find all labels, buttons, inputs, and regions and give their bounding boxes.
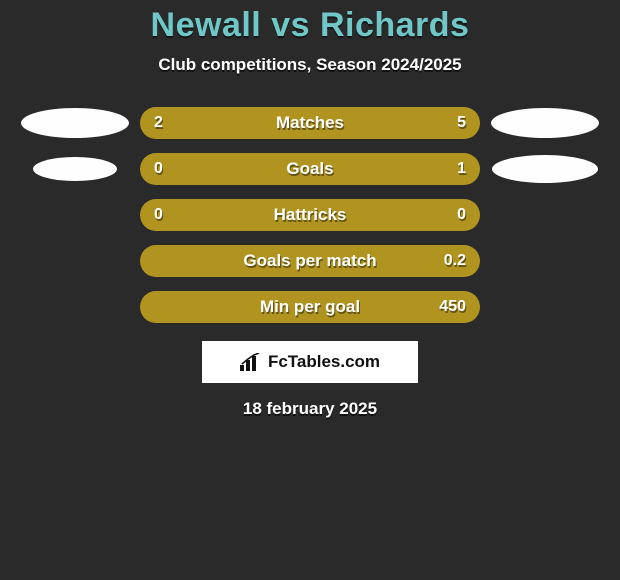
- player-marker-left: [21, 108, 129, 138]
- player-marker-right: [492, 155, 598, 183]
- stat-value-left: 2: [154, 114, 163, 132]
- left-oval-slot: [20, 245, 130, 277]
- stat-value-right: 5: [457, 114, 466, 132]
- logo-box: FcTables.com: [202, 341, 418, 383]
- date-text: 18 february 2025: [0, 399, 620, 419]
- bar-right-fill: [235, 107, 480, 139]
- page-title: Newall vs Richards: [0, 6, 620, 45]
- stat-value-right: 450: [439, 298, 466, 316]
- stat-bar: 2 Matches 5: [140, 107, 480, 139]
- stat-label: Goals: [286, 159, 333, 179]
- stat-value-left: 0: [154, 206, 163, 224]
- stat-value-right: 0.2: [444, 252, 466, 270]
- right-oval-slot: [490, 199, 600, 231]
- stat-row: 0 Hattricks 0: [0, 199, 620, 231]
- right-oval-slot: [490, 153, 600, 185]
- left-oval-slot: [20, 291, 130, 323]
- bar-left-fill: [140, 291, 147, 323]
- stat-value-right: 1: [457, 160, 466, 178]
- logo-text: FcTables.com: [268, 352, 380, 372]
- stat-row: Goals per match 0.2: [0, 245, 620, 277]
- player-marker-left: [33, 157, 117, 181]
- bar-left-fill: [140, 245, 147, 277]
- stat-bar: Min per goal 450: [140, 291, 480, 323]
- left-oval-slot: [20, 153, 130, 185]
- stat-label: Min per goal: [260, 297, 360, 317]
- stat-row: Min per goal 450: [0, 291, 620, 323]
- stat-row: 0 Goals 1: [0, 153, 620, 185]
- left-oval-slot: [20, 107, 130, 139]
- stat-bar: Goals per match 0.2: [140, 245, 480, 277]
- stat-row: 2 Matches 5: [0, 107, 620, 139]
- stat-rows: 2 Matches 5 0 Goals 1 0 Hattricks 0 Goals per mat…: [0, 107, 620, 323]
- left-oval-slot: [20, 199, 130, 231]
- comparison-widget: Newall vs Richards Club competitions, Se…: [0, 0, 620, 419]
- stat-value-right: 0: [457, 206, 466, 224]
- stat-bar: 0 Hattricks 0: [140, 199, 480, 231]
- subtitle: Club competitions, Season 2024/2025: [0, 55, 620, 75]
- stat-value-left: 0: [154, 160, 163, 178]
- player-marker-right: [491, 108, 599, 138]
- stat-label: Matches: [276, 113, 344, 133]
- stat-label: Hattricks: [274, 205, 347, 225]
- stat-bar: 0 Goals 1: [140, 153, 480, 185]
- right-oval-slot: [490, 107, 600, 139]
- right-oval-slot: [490, 291, 600, 323]
- right-oval-slot: [490, 245, 600, 277]
- stat-label: Goals per match: [243, 251, 376, 271]
- bars-icon: [240, 353, 262, 371]
